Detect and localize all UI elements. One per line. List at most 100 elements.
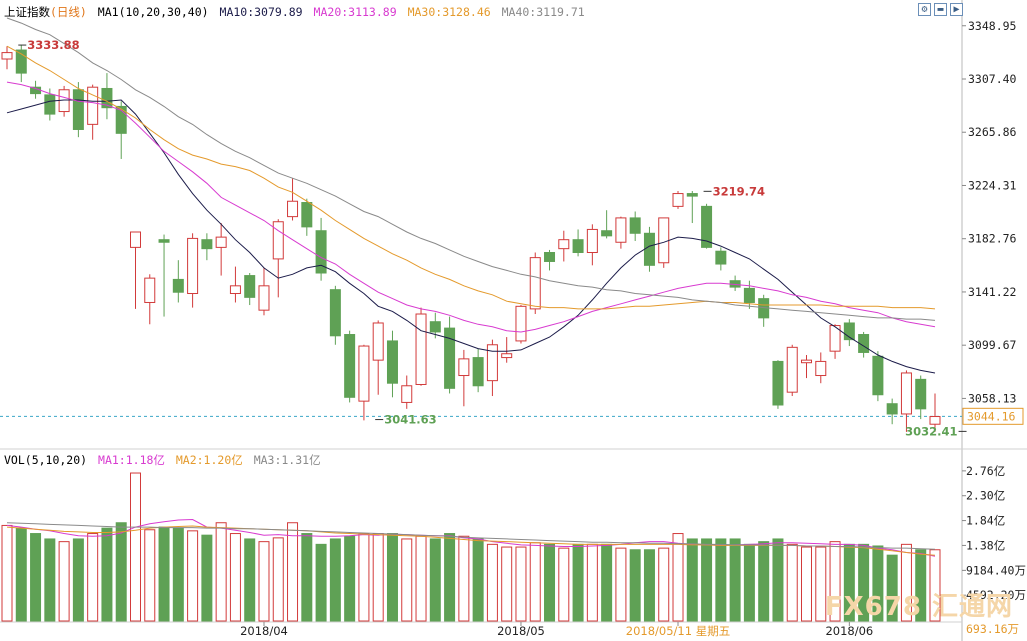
volume-bar bbox=[129, 472, 141, 622]
candle-body bbox=[929, 416, 941, 425]
volume-bar bbox=[558, 547, 570, 622]
volume-bar bbox=[900, 543, 912, 622]
volume-bar bbox=[72, 538, 84, 622]
volume-bar bbox=[115, 522, 127, 622]
candle-body bbox=[172, 278, 184, 293]
volume-bar bbox=[501, 546, 513, 622]
ma-line-ma30 bbox=[6, 45, 936, 310]
volume-bar bbox=[372, 533, 384, 622]
current-price-label: 3044.16 bbox=[967, 409, 1016, 423]
volume-bar bbox=[401, 538, 413, 622]
x-tick-label: 2018/05/11 星期五 bbox=[626, 624, 730, 638]
candle-body bbox=[229, 285, 241, 295]
volume-bar bbox=[743, 543, 755, 622]
candle-body bbox=[658, 217, 670, 264]
volume-bar bbox=[929, 549, 941, 622]
price-tick-label: 3348.95 bbox=[968, 19, 1016, 33]
volume-bar bbox=[315, 543, 327, 622]
candle-body bbox=[743, 287, 755, 303]
volume-bar bbox=[287, 522, 299, 622]
candle-body bbox=[415, 313, 427, 385]
current-price-box bbox=[962, 407, 1024, 425]
volume-bottom-label: 693.16万 bbox=[966, 622, 1019, 636]
volume-bar bbox=[144, 529, 156, 622]
volume-bar bbox=[772, 538, 784, 622]
candle-body bbox=[144, 277, 156, 303]
volume-bar bbox=[729, 538, 741, 622]
candle-body bbox=[686, 193, 698, 197]
candle-body bbox=[544, 252, 556, 262]
volume-bar bbox=[244, 538, 256, 622]
candle-body bbox=[258, 285, 270, 311]
annotation-label: 3219.74 bbox=[713, 184, 765, 198]
annotation-label: 3333.88 bbox=[27, 38, 79, 52]
ma-params: MA1(10,20,30,40) bbox=[97, 5, 209, 19]
symbol-name: 上证指数 bbox=[4, 5, 50, 19]
candle-body bbox=[215, 236, 227, 248]
volume-bar bbox=[586, 543, 598, 622]
candle-body bbox=[515, 305, 527, 342]
candle-body bbox=[786, 346, 798, 393]
price-tick-label: 3307.40 bbox=[968, 72, 1017, 86]
candle-body bbox=[558, 239, 570, 250]
volume-ma-line bbox=[6, 522, 936, 550]
candle-body bbox=[344, 334, 356, 398]
candle-body bbox=[244, 275, 256, 298]
volume-bar bbox=[643, 549, 655, 622]
watermark-logo: FX678 汇通网 bbox=[824, 592, 1013, 622]
vol-ma2-value: MA2:1.20亿 bbox=[175, 453, 243, 467]
volume-bar bbox=[172, 527, 184, 622]
ma-line-ma40 bbox=[6, 17, 936, 321]
candle-body bbox=[486, 344, 498, 382]
candle-body bbox=[158, 239, 170, 243]
volume-bar bbox=[529, 542, 541, 622]
volume-bar bbox=[629, 549, 641, 622]
volume-tick-label: 2.30亿 bbox=[966, 489, 1005, 503]
candle-body bbox=[87, 86, 99, 125]
price-tick-label: 3099.67 bbox=[968, 338, 1017, 352]
vol-ma3-value: MA3:1.31亿 bbox=[253, 453, 321, 467]
volume-bar bbox=[458, 535, 470, 622]
candle-body bbox=[129, 231, 141, 248]
candle-body bbox=[444, 327, 456, 389]
minimize-icon[interactable]: ▬ bbox=[934, 3, 947, 16]
candle-body bbox=[429, 321, 441, 333]
candle-body bbox=[615, 217, 627, 243]
ma-line-ma20 bbox=[6, 81, 936, 333]
candle-body bbox=[315, 230, 327, 274]
candle-body bbox=[629, 217, 641, 234]
price-legend: 上证指数(日线) MA1(10,20,30,40) MA10:3079.89 M… bbox=[4, 4, 589, 20]
vol-ma1-value: MA1:1.18亿 bbox=[98, 453, 165, 467]
next-icon[interactable]: ▶ bbox=[950, 3, 963, 16]
candle-body bbox=[672, 193, 684, 207]
volume-bar bbox=[344, 535, 356, 622]
volume-bar bbox=[1, 524, 13, 622]
ma40-value: MA40:3119.71 bbox=[501, 5, 585, 19]
volume-bar bbox=[415, 535, 427, 622]
volume-bar bbox=[572, 543, 584, 622]
volume-bar bbox=[44, 538, 56, 622]
volume-bar bbox=[272, 537, 284, 622]
ma10-value: MA10:3079.89 bbox=[219, 5, 303, 19]
volume-bar bbox=[601, 543, 613, 622]
candle-body bbox=[72, 89, 84, 130]
settings-icon[interactable]: ⚙ bbox=[918, 3, 931, 16]
candle-body bbox=[187, 237, 199, 295]
candle-body bbox=[401, 385, 413, 403]
price-tick-label: 3058.13 bbox=[968, 391, 1017, 405]
volume-bar bbox=[158, 526, 170, 622]
ma-line-ma10 bbox=[6, 99, 936, 374]
volume-bar bbox=[786, 543, 798, 622]
candle-body bbox=[472, 357, 484, 387]
period-label[interactable]: (日线) bbox=[50, 5, 87, 19]
candle-body bbox=[886, 403, 898, 415]
price-tick-label: 3141.22 bbox=[968, 285, 1016, 299]
volume-bar bbox=[672, 533, 684, 622]
volume-bar bbox=[58, 541, 70, 622]
volume-bar bbox=[872, 545, 884, 622]
candle-body bbox=[829, 325, 841, 352]
candle-body bbox=[115, 105, 127, 134]
volume-bar bbox=[215, 522, 227, 622]
volume-tick-label: 1.38亿 bbox=[966, 538, 1005, 552]
candle-body bbox=[529, 257, 541, 310]
